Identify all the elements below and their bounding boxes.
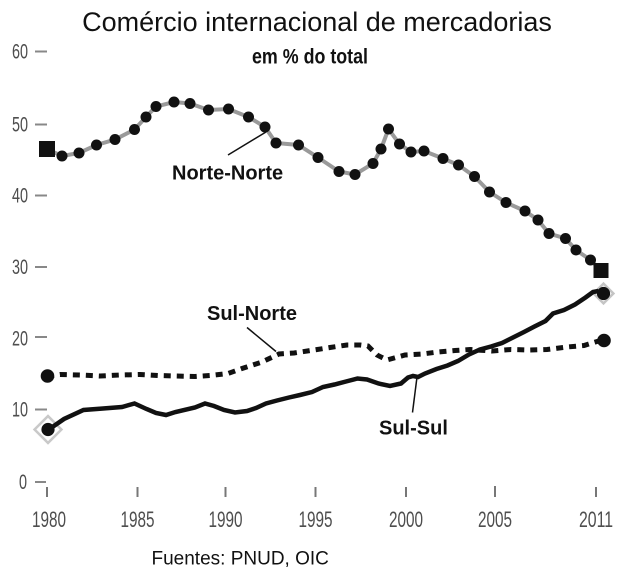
svg-text:Fuentes: PNUD, OIC: Fuentes: PNUD, OIC [152,549,329,570]
svg-text:Sul-Norte: Sul-Norte [207,303,297,325]
svg-text:10: 10 [12,399,28,422]
svg-text:30: 30 [12,256,28,279]
svg-text:2000: 2000 [389,507,423,532]
svg-text:50: 50 [12,114,28,137]
svg-text:Sul-Sul: Sul-Sul [379,418,448,440]
svg-text:2005: 2005 [478,507,512,532]
svg-text:2011: 2011 [579,507,613,532]
svg-text:60: 60 [12,41,28,64]
svg-text:em % do total: em % do total [252,46,368,69]
svg-text:40: 40 [12,185,28,208]
svg-text:1990: 1990 [209,507,243,532]
svg-text:Norte-Norte: Norte-Norte [172,163,283,185]
svg-text:1985: 1985 [121,507,155,532]
svg-text:0: 0 [19,471,27,494]
svg-text:Comércio internacional de merc: Comércio internacional de mercadorias [82,7,552,37]
svg-text:1980: 1980 [32,507,66,532]
svg-text:1995: 1995 [299,507,333,532]
svg-text:20: 20 [12,328,28,351]
